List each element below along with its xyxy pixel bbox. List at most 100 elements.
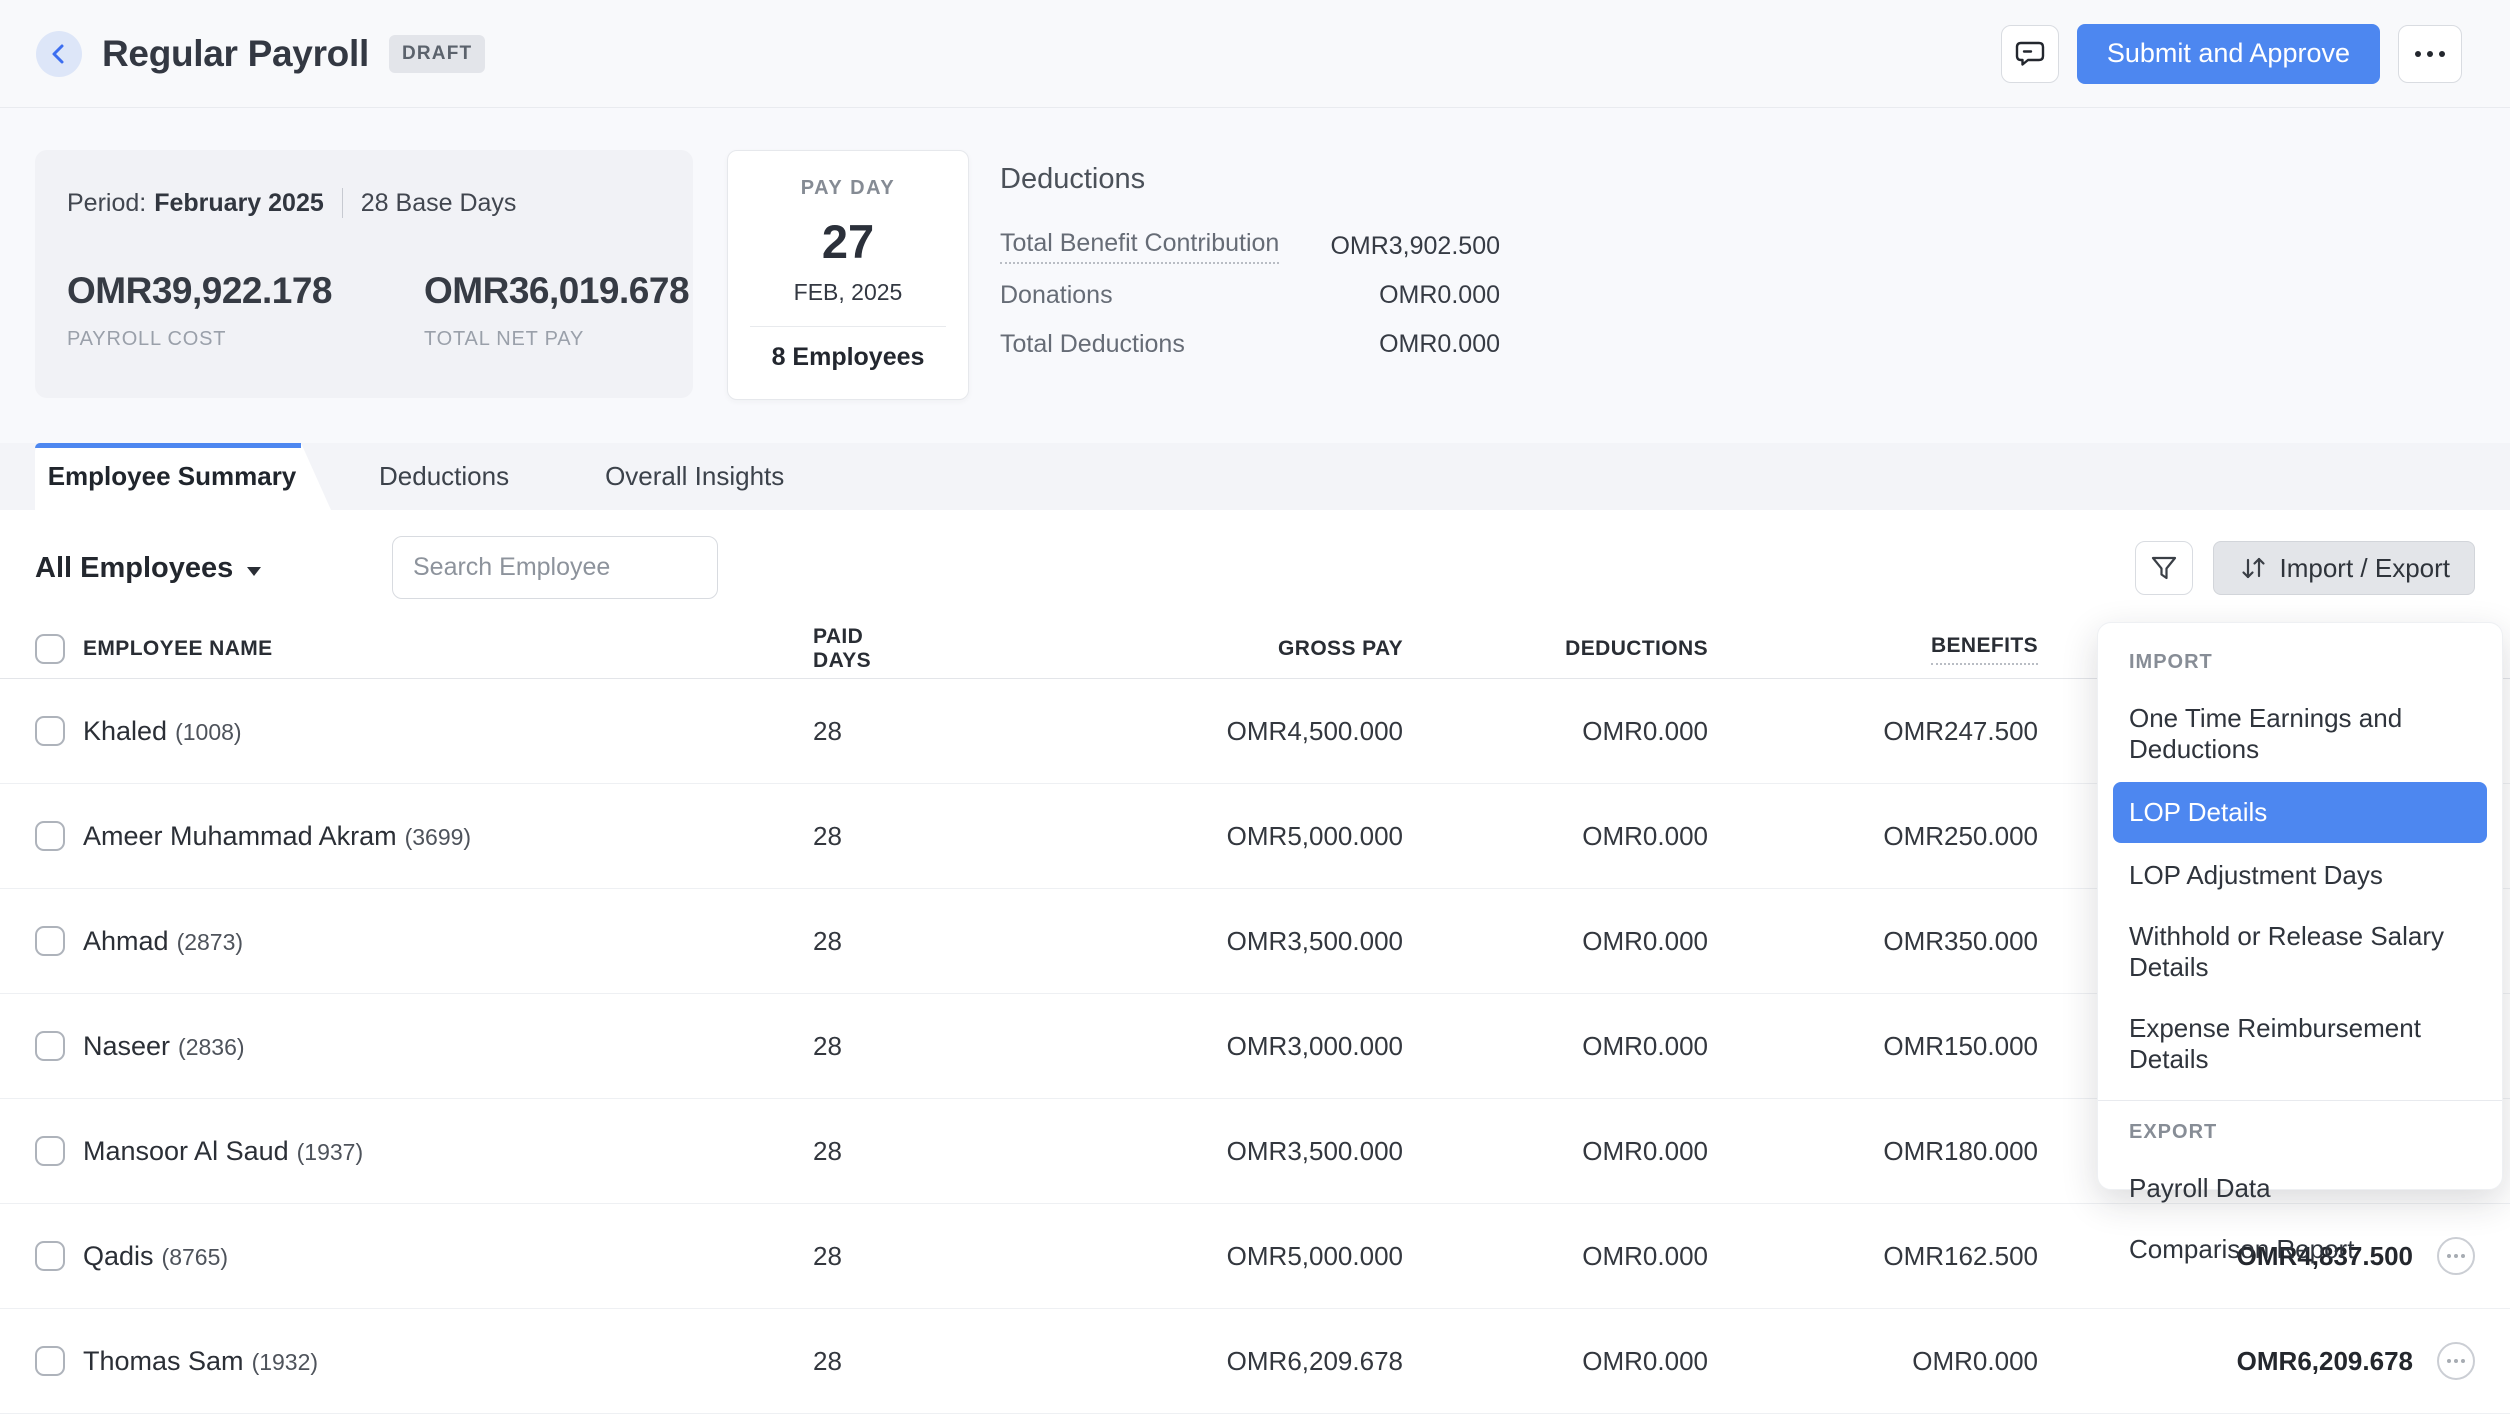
deduction-row: Total Deductions OMR0.000 bbox=[1000, 320, 1500, 369]
payroll-summary-card: Period: February 2025 28 Base Days OMR39… bbox=[35, 150, 693, 398]
row-checkbox[interactable] bbox=[35, 926, 65, 956]
benefits-cell: OMR247.500 bbox=[1883, 715, 2038, 746]
benefits-cell: OMR350.000 bbox=[1883, 925, 2038, 956]
menu-item-payroll-data[interactable]: Payroll Data bbox=[2129, 1173, 2271, 1203]
row-checkbox[interactable] bbox=[35, 821, 65, 851]
table-toolbar: All Employees Import / Export bbox=[0, 528, 2510, 608]
column-header-benefits[interactable]: BENEFITS bbox=[1930, 634, 2038, 665]
payroll-cost-value: OMR39,922.178 bbox=[67, 270, 333, 311]
submit-and-approve-button[interactable]: Submit and Approve bbox=[2076, 23, 2380, 84]
tab-content-panel bbox=[0, 510, 2510, 1420]
deduction-row: Donations OMR0.000 bbox=[1000, 271, 1500, 320]
column-header-gross-pay[interactable]: GROSS PAY bbox=[1278, 637, 1403, 660]
gross-pay-cell: OMR3,500.000 bbox=[1226, 1135, 1403, 1166]
gross-pay-cell: OMR3,500.000 bbox=[1226, 925, 1403, 956]
tab-overall-insights[interactable]: Overall Insights bbox=[557, 443, 832, 510]
tab-deductions[interactable]: Deductions bbox=[331, 443, 557, 510]
deductions-cell: OMR0.000 bbox=[1582, 1345, 1708, 1376]
scope-label: All Employees bbox=[35, 551, 234, 584]
row-checkbox[interactable] bbox=[35, 1346, 65, 1376]
paid-days-cell: 28 bbox=[813, 715, 842, 746]
back-button[interactable] bbox=[36, 30, 82, 77]
tab-label: Overall Insights bbox=[605, 461, 785, 491]
comments-button[interactable] bbox=[2000, 24, 2059, 83]
row-checkbox[interactable] bbox=[35, 1241, 65, 1271]
table-row[interactable]: Mansoor Al Saud (1937) 28 OMR3,500.000 OM… bbox=[0, 1099, 2510, 1204]
menu-item-expense-reimbursement[interactable]: Expense Reimbursement Details bbox=[2129, 1013, 2421, 1074]
select-all-checkbox[interactable] bbox=[35, 634, 65, 664]
table-row[interactable]: Khaled (1008) 28 OMR4,500.000 OMR0.000 OM… bbox=[0, 679, 2510, 784]
employee-search-combobox[interactable] bbox=[392, 536, 735, 599]
row-checkbox[interactable] bbox=[35, 716, 65, 746]
menu-item-comparison-report[interactable]: Comparison Report bbox=[2129, 1234, 2355, 1264]
period-label: Period: bbox=[67, 188, 147, 217]
payday-employee-count: 8 Employees bbox=[771, 343, 925, 371]
gross-pay-cell: OMR4,500.000 bbox=[1226, 715, 1403, 746]
tab-employee-summary[interactable]: Employee Summary bbox=[35, 443, 331, 510]
paid-days-cell: 28 bbox=[813, 1240, 842, 1271]
employee-name[interactable]: Mansoor Al Saud bbox=[83, 1135, 289, 1166]
table-row[interactable]: Naseer (2836) 28 OMR3,000.000 OMR0.000 OM… bbox=[0, 994, 2510, 1099]
net-pay-cell: OMR6,209.678 bbox=[2236, 1345, 2413, 1376]
deductions-summary: Deductions Total Benefit Contribution OM… bbox=[1000, 163, 1500, 369]
column-header-paid-days[interactable]: PAID DAYS bbox=[813, 625, 872, 672]
paid-days-cell: 28 bbox=[813, 1345, 842, 1376]
employee-id: (1932) bbox=[251, 1348, 319, 1375]
deductions-title: Deductions bbox=[1000, 163, 1146, 195]
employee-name[interactable]: Ahmad bbox=[83, 925, 169, 956]
total-benefit-contribution-label[interactable]: Total Benefit Contribution bbox=[1000, 229, 1280, 264]
deductions-cell: OMR0.000 bbox=[1582, 1135, 1708, 1166]
total-net-pay-label: TOTAL NET PAY bbox=[424, 328, 585, 350]
row-checkbox[interactable] bbox=[35, 1136, 65, 1166]
menu-item-withhold-release-salary[interactable]: Withhold or Release Salary Details bbox=[2129, 921, 2445, 982]
donations-label: Donations bbox=[1000, 281, 1113, 309]
benefits-cell: OMR150.000 bbox=[1883, 1030, 2038, 1061]
employee-id: (1937) bbox=[296, 1138, 364, 1165]
employee-id: (8765) bbox=[161, 1243, 229, 1270]
payroll-cost-label: PAYROLL COST bbox=[67, 328, 227, 350]
total-net-pay-value: OMR36,019.678 bbox=[424, 270, 690, 311]
employee-name[interactable]: Naseer bbox=[83, 1030, 171, 1061]
column-header-deductions[interactable]: DEDUCTIONS bbox=[1565, 637, 1708, 660]
employee-summary-table: EMPLOYEE NAME PAID DAYS GROSS PAY DEDUCT… bbox=[0, 620, 2510, 1414]
import-export-arrows-icon bbox=[2241, 557, 2265, 579]
table-row[interactable]: Qadis (8765) 28 OMR5,000.000 OMR0.000 OMR… bbox=[0, 1204, 2510, 1309]
payday-card: PAY DAY 27 FEB, 2025 8 Employees bbox=[727, 150, 969, 400]
employee-id: (2873) bbox=[176, 928, 244, 955]
menu-item-lop-details[interactable]: LOP Details bbox=[2113, 782, 2487, 843]
filter-button[interactable] bbox=[2134, 541, 2193, 595]
gross-pay-cell: OMR6,209.678 bbox=[1226, 1345, 1403, 1376]
deductions-cell: OMR0.000 bbox=[1582, 715, 1708, 746]
table-row[interactable]: Ahmad (2873) 28 OMR3,500.000 OMR0.000 OMR… bbox=[0, 889, 2510, 994]
row-checkbox[interactable] bbox=[35, 1031, 65, 1061]
employee-name[interactable]: Qadis bbox=[83, 1240, 154, 1271]
paid-days-cell: 28 bbox=[813, 1030, 842, 1061]
employee-name[interactable]: Thomas Sam bbox=[83, 1345, 244, 1376]
table-row[interactable]: Thomas Sam (1932) 28 OMR6,209.678 OMR0.00… bbox=[0, 1309, 2510, 1414]
menu-item-lop-adjustment-days[interactable]: LOP Adjustment Days bbox=[2129, 860, 2383, 890]
paid-days-cell: 28 bbox=[813, 820, 842, 851]
period-value: February 2025 bbox=[154, 188, 324, 217]
row-actions-button[interactable] bbox=[2437, 1237, 2475, 1275]
more-options-button[interactable] bbox=[2398, 24, 2462, 83]
chevron-left-icon bbox=[52, 44, 64, 63]
paid-days-cell: 28 bbox=[813, 1135, 842, 1166]
import-export-button[interactable]: Import / Export bbox=[2212, 541, 2475, 595]
employee-name[interactable]: Ameer Muhammad Akram bbox=[83, 820, 397, 851]
employee-id: (3699) bbox=[404, 823, 472, 850]
top-header-bar: Regular Payroll DRAFT Submit and Approve bbox=[0, 0, 2510, 108]
divider bbox=[341, 188, 343, 218]
employee-scope-dropdown[interactable]: All Employees bbox=[35, 551, 262, 585]
menu-item-one-time-earnings[interactable]: One Time Earnings and Deductions bbox=[2129, 703, 2403, 764]
column-header-employee-name[interactable]: EMPLOYEE NAME bbox=[83, 637, 273, 660]
benefits-cell: OMR162.500 bbox=[1883, 1240, 2038, 1271]
employee-name[interactable]: Khaled bbox=[83, 715, 168, 746]
page-title: Regular Payroll bbox=[102, 32, 369, 74]
deductions-cell: OMR0.000 bbox=[1582, 925, 1708, 956]
search-input[interactable] bbox=[413, 553, 735, 582]
tab-strip: Employee Summary Deductions Overall Insi… bbox=[0, 443, 2510, 510]
row-actions-button[interactable] bbox=[2437, 1342, 2475, 1380]
table-row[interactable]: Ameer Muhammad Akram (3699) 28 OMR5,000.0… bbox=[0, 784, 2510, 889]
total-deductions-value: OMR0.000 bbox=[1379, 330, 1500, 358]
status-badge: DRAFT bbox=[388, 34, 486, 73]
